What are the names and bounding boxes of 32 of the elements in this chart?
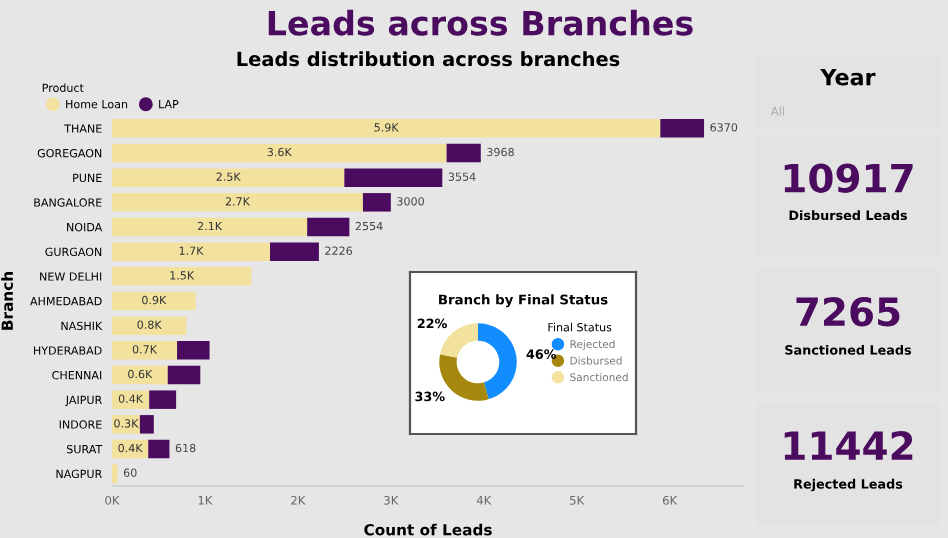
bar — [149, 390, 177, 409]
bar — [112, 341, 178, 360]
bar — [112, 168, 345, 187]
bar — [307, 217, 350, 237]
bar — [167, 365, 201, 385]
bar — [112, 365, 168, 385]
bar — [112, 267, 252, 286]
text: Year — [820, 68, 876, 86]
text: 7265 — [796, 296, 900, 327]
bar — [177, 341, 210, 360]
bar — [112, 119, 661, 138]
bar — [270, 242, 319, 261]
bar — [344, 168, 443, 187]
bar — [112, 242, 270, 261]
bar — [660, 119, 705, 138]
bar — [112, 464, 118, 483]
text: 10917 — [784, 163, 913, 193]
bar — [112, 193, 363, 212]
chart-title: Leads distribution across branches — [237, 51, 620, 67]
bar — [112, 291, 196, 311]
bar — [362, 193, 391, 212]
bar — [446, 143, 481, 163]
text: 11442 — [784, 430, 913, 460]
donut-slice — [478, 323, 517, 400]
text: Leads across Branches — [268, 9, 693, 36]
bar — [112, 316, 187, 335]
bar — [139, 415, 154, 434]
bar — [112, 217, 308, 237]
bar — [112, 143, 447, 163]
bar — [112, 415, 140, 434]
bar — [112, 390, 150, 409]
bar — [148, 439, 170, 459]
